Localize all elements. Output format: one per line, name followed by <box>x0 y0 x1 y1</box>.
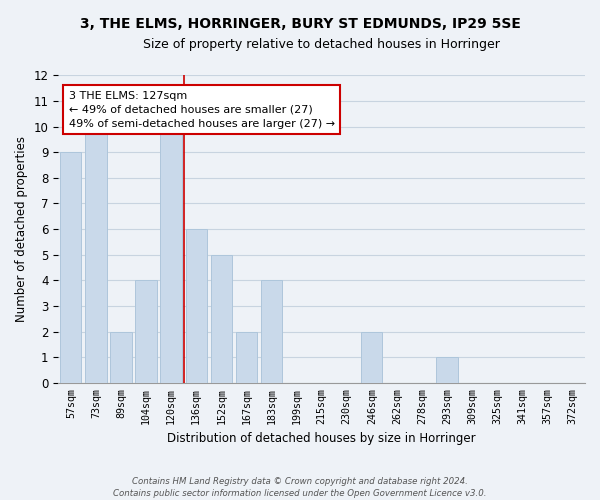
Bar <box>160 126 182 383</box>
Bar <box>236 332 257 383</box>
Bar <box>110 332 131 383</box>
Bar <box>361 332 382 383</box>
Bar <box>211 254 232 383</box>
Text: 3, THE ELMS, HORRINGER, BURY ST EDMUNDS, IP29 5SE: 3, THE ELMS, HORRINGER, BURY ST EDMUNDS,… <box>80 18 520 32</box>
Bar <box>185 229 207 383</box>
Bar <box>85 126 107 383</box>
X-axis label: Distribution of detached houses by size in Horringer: Distribution of detached houses by size … <box>167 432 476 445</box>
Bar <box>261 280 282 383</box>
Bar <box>136 280 157 383</box>
Bar <box>60 152 82 383</box>
Title: Size of property relative to detached houses in Horringer: Size of property relative to detached ho… <box>143 38 500 51</box>
Y-axis label: Number of detached properties: Number of detached properties <box>15 136 28 322</box>
Bar <box>436 357 458 383</box>
Text: 3 THE ELMS: 127sqm
← 49% of detached houses are smaller (27)
49% of semi-detache: 3 THE ELMS: 127sqm ← 49% of detached hou… <box>69 90 335 128</box>
Text: Contains HM Land Registry data © Crown copyright and database right 2024.
Contai: Contains HM Land Registry data © Crown c… <box>113 476 487 498</box>
